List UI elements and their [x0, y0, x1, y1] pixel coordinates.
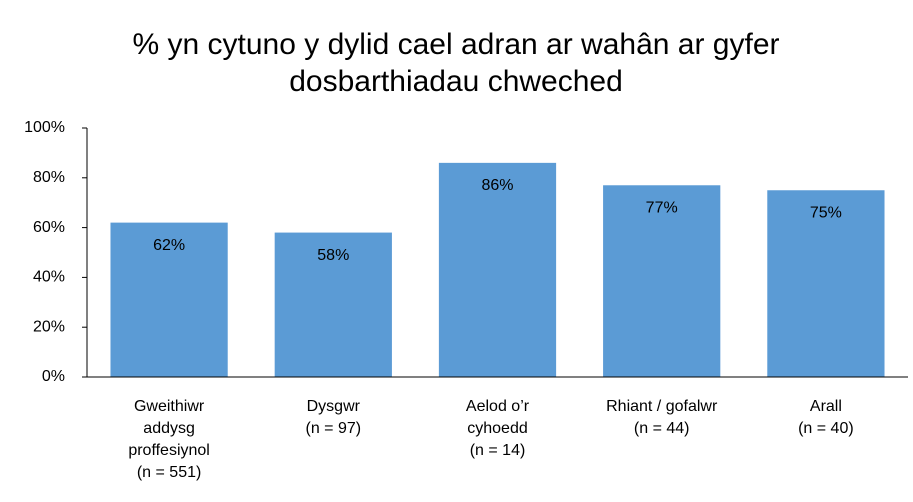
- y-tick-label: 60%: [33, 219, 65, 236]
- x-tick-label: Arall (n = 40): [798, 398, 854, 437]
- y-tick-label: 40%: [33, 269, 65, 286]
- y-tick-label: 20%: [33, 318, 65, 335]
- value-label: 58%: [317, 247, 349, 264]
- value-label: 75%: [810, 204, 842, 221]
- x-tick-label: Gweithiwr addysg proffesiynol (n = 551): [128, 398, 210, 481]
- chart-title: % yn cytuno y dylid cael adran ar wahân …: [132, 28, 779, 98]
- value-label: 77%: [646, 199, 678, 216]
- x-tick-label: Dysgwr (n = 97): [306, 398, 362, 437]
- x-tick-label: Rhiant / gofalwr (n = 44): [606, 398, 718, 437]
- y-tick-label: 0%: [42, 368, 65, 385]
- value-label: 86%: [481, 177, 513, 194]
- value-label: 62%: [153, 237, 185, 254]
- x-tick-label: Aelod o’r cyhoedd (n = 14): [466, 398, 530, 459]
- y-tick-label: 80%: [33, 169, 65, 186]
- y-tick-label: 100%: [24, 119, 65, 136]
- bar: [110, 222, 228, 377]
- bar: [767, 190, 885, 377]
- bar: [274, 232, 392, 377]
- bar: [438, 162, 557, 377]
- bar: [603, 185, 721, 377]
